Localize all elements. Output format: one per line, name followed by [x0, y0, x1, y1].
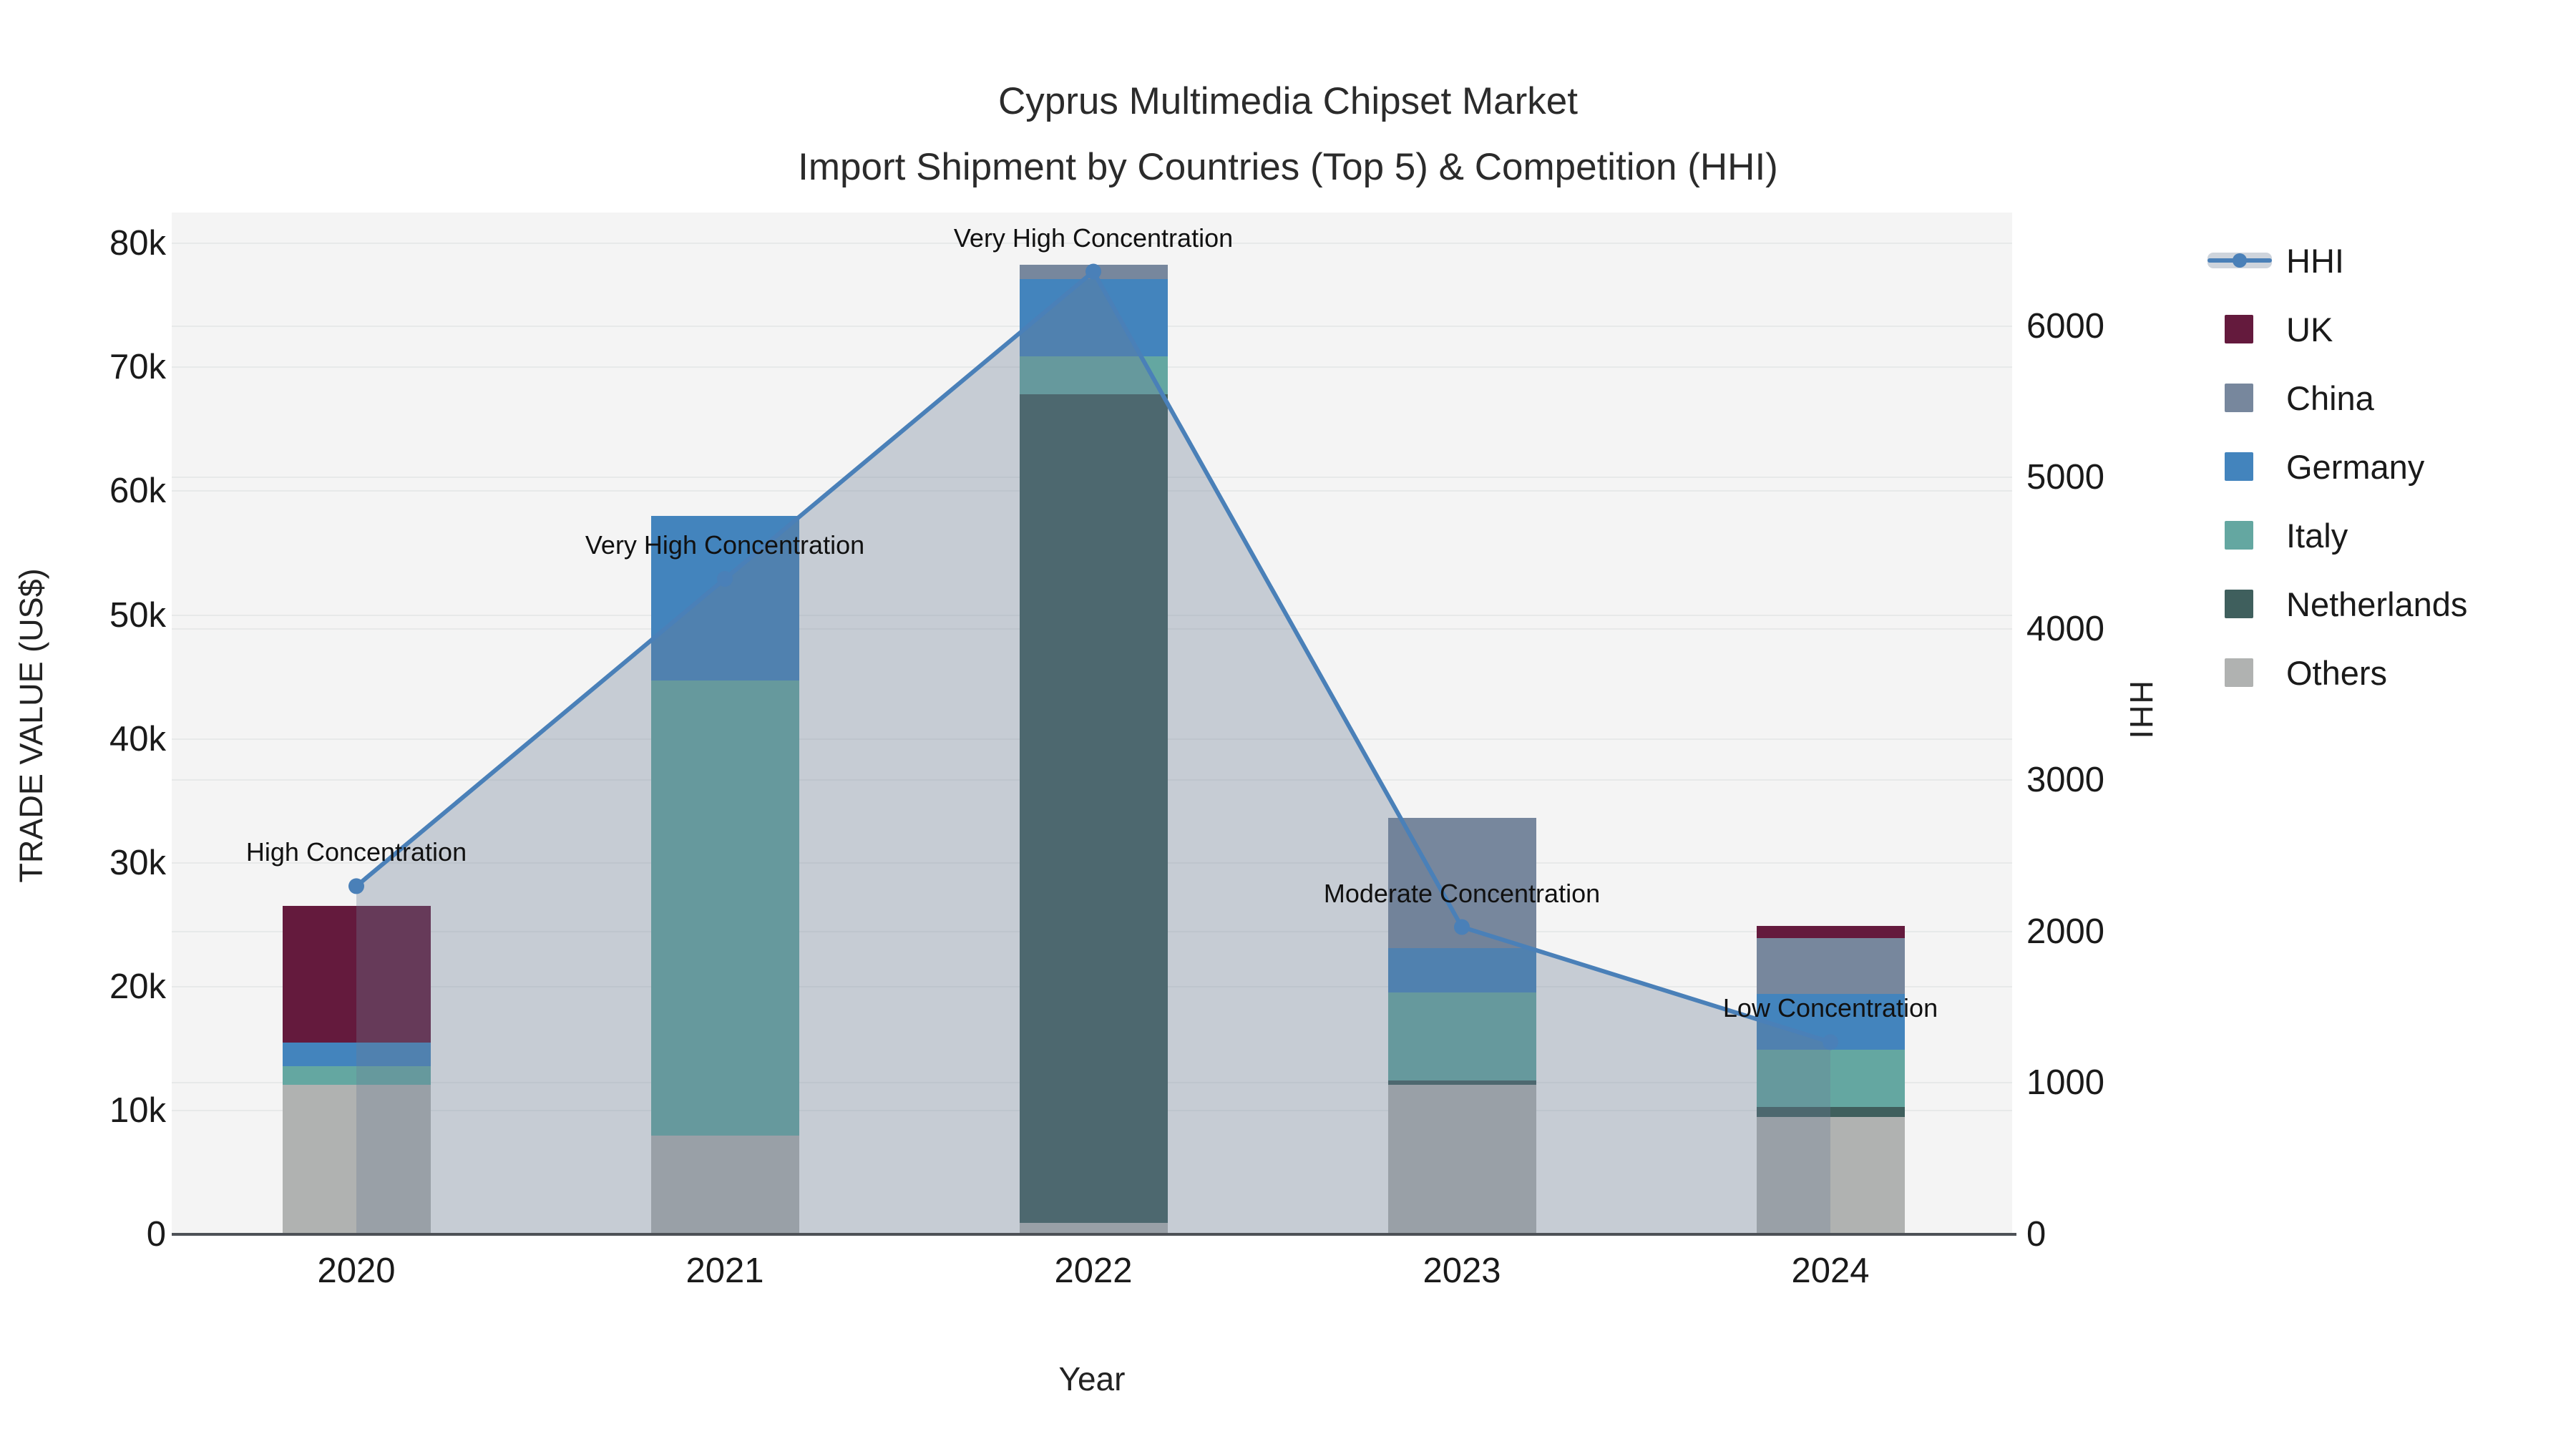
hhi-marker-2020	[348, 878, 364, 894]
annotation-2024: Low Concentration	[1722, 993, 1938, 1023]
legend-sample-italy	[2207, 519, 2272, 552]
bar-segment-netherlands-2023	[1387, 1080, 1536, 1085]
y-right-tick-6000: 6000	[2026, 306, 2105, 346]
legend-sample-china	[2207, 381, 2272, 414]
bar-segment-italy-2020	[282, 1065, 431, 1085]
y-right-tick-1000: 1000	[2026, 1063, 2105, 1103]
plot-area: High Concentration Very High Concentratio…	[172, 213, 2012, 1234]
china-color-swatch-icon	[2225, 384, 2253, 412]
others-color-swatch-icon	[2225, 658, 2253, 687]
uk-color-swatch-icon	[2225, 315, 2253, 343]
bar-segment-germany-2023	[1387, 948, 1536, 993]
legend-item-italy[interactable]: Italy	[2207, 501, 2467, 570]
legend-item-uk[interactable]: UK	[2207, 295, 2467, 364]
hhi-marker-2021	[717, 570, 733, 587]
legend-sample-uk	[2207, 313, 2272, 346]
y-left-tick-30k: 30k	[109, 843, 166, 882]
hhi-marker-2024	[1823, 1034, 1838, 1050]
y-left-tick-0: 0	[146, 1215, 166, 1254]
bar-segment-germany-2022	[1019, 279, 1168, 356]
germany-color-swatch-icon	[2225, 452, 2253, 481]
legend-sample-others	[2207, 656, 2272, 689]
legend-item-germany[interactable]: Germany	[2207, 432, 2467, 501]
annotation-2023: Moderate Concentration	[1323, 878, 1601, 908]
x-axis-title: Year	[1058, 1360, 1126, 1397]
x-tick-2024: 2024	[1791, 1252, 1870, 1290]
y-axis-title-left: TRADE VALUE (US$)	[13, 568, 49, 883]
chart-title-line1: Cyprus Multimedia Chipset Market	[998, 80, 1578, 122]
legend-label-others: Others	[2286, 653, 2388, 692]
annotation-2022: Very High Concentration	[953, 223, 1234, 253]
bar-segment-germany-2021	[650, 516, 799, 681]
italy-color-swatch-icon	[2225, 521, 2253, 550]
y-left-tick-20k: 20k	[109, 967, 166, 1006]
hhi-line-layer	[348, 263, 1838, 1234]
bar-segment-italy-2021	[650, 680, 799, 1136]
legend-sample-netherlands	[2207, 587, 2272, 620]
legend-label-germany: Germany	[2286, 447, 2425, 486]
legend-sample-germany	[2207, 450, 2272, 483]
bar-segment-uk-2024	[1756, 926, 1905, 939]
y-left-tick-60k: 60k	[109, 472, 166, 511]
y-left-tick-40k: 40k	[109, 719, 166, 758]
x-axis-line	[172, 1233, 2016, 1236]
bar-segment-netherlands-2024	[1756, 1106, 1905, 1117]
bar-segment-china-2024	[1756, 938, 1905, 995]
chart-title-line2: Import Shipment by Countries (Top 5) & C…	[798, 146, 1778, 188]
hhi-marker-2022	[1085, 263, 1101, 280]
y-right-tick-2000: 2000	[2026, 912, 2105, 951]
legend-label-china: China	[2286, 379, 2374, 417]
bar-segment-others-2022	[1019, 1223, 1168, 1234]
y-left-tick-10k: 10k	[109, 1091, 166, 1130]
netherlands-color-swatch-icon	[2225, 590, 2253, 618]
x-tick-2021: 2021	[686, 1252, 764, 1290]
legend-label-uk: UK	[2286, 310, 2333, 348]
legend-item-hhi[interactable]: HHI	[2207, 226, 2467, 295]
hhi-fill-area	[356, 271, 1830, 1234]
legend: HHI UK China Germany Italy Netherlands Others	[2207, 226, 2467, 707]
bar-segment-germany-2020	[282, 1042, 431, 1066]
bar-segment-others-2020	[282, 1084, 431, 1234]
legend-item-china[interactable]: China	[2207, 364, 2467, 432]
bar-segment-others-2021	[650, 1135, 799, 1234]
y-right-tick-0: 0	[2026, 1215, 2046, 1254]
hhi-marker-swatch-icon	[2233, 253, 2247, 268]
gridline-left-80k	[172, 243, 2012, 245]
bar-segment-others-2023	[1387, 1084, 1536, 1234]
bar-segment-netherlands-2022	[1019, 394, 1168, 1224]
legend-item-netherlands[interactable]: Netherlands	[2207, 570, 2467, 638]
x-tick-2020: 2020	[317, 1252, 396, 1290]
y-left-tick-80k: 80k	[109, 224, 166, 263]
chart-title: Cyprus Multimedia Chipset Market Import …	[0, 69, 2576, 200]
annotation-2020: High Concentration	[245, 837, 467, 867]
hhi-marker-2023	[1454, 919, 1470, 935]
y-right-tick-5000: 5000	[2026, 458, 2105, 497]
y-left-tick-50k: 50k	[109, 595, 166, 635]
bar-segment-uk-2020	[282, 906, 431, 1043]
x-tick-2022: 2022	[1054, 1252, 1133, 1290]
y-left-tick-70k: 70k	[109, 348, 166, 387]
y-axis-title-right: HHI	[2123, 680, 2160, 741]
bar-segment-italy-2023	[1387, 992, 1536, 1081]
y-right-tick-3000: 3000	[2026, 761, 2105, 800]
legend-label-hhi: HHI	[2286, 241, 2344, 280]
x-tick-2023: 2023	[1423, 1252, 1501, 1290]
legend-label-italy: Italy	[2286, 516, 2348, 555]
legend-item-others[interactable]: Others	[2207, 638, 2467, 707]
legend-sample-hhi	[2207, 244, 2272, 277]
y-right-tick-4000: 4000	[2026, 609, 2105, 648]
legend-label-netherlands: Netherlands	[2286, 585, 2468, 623]
bar-segment-others-2024	[1756, 1116, 1905, 1234]
bar-segment-italy-2024	[1756, 1050, 1905, 1107]
annotation-2021: Very High Concentration	[585, 530, 865, 560]
